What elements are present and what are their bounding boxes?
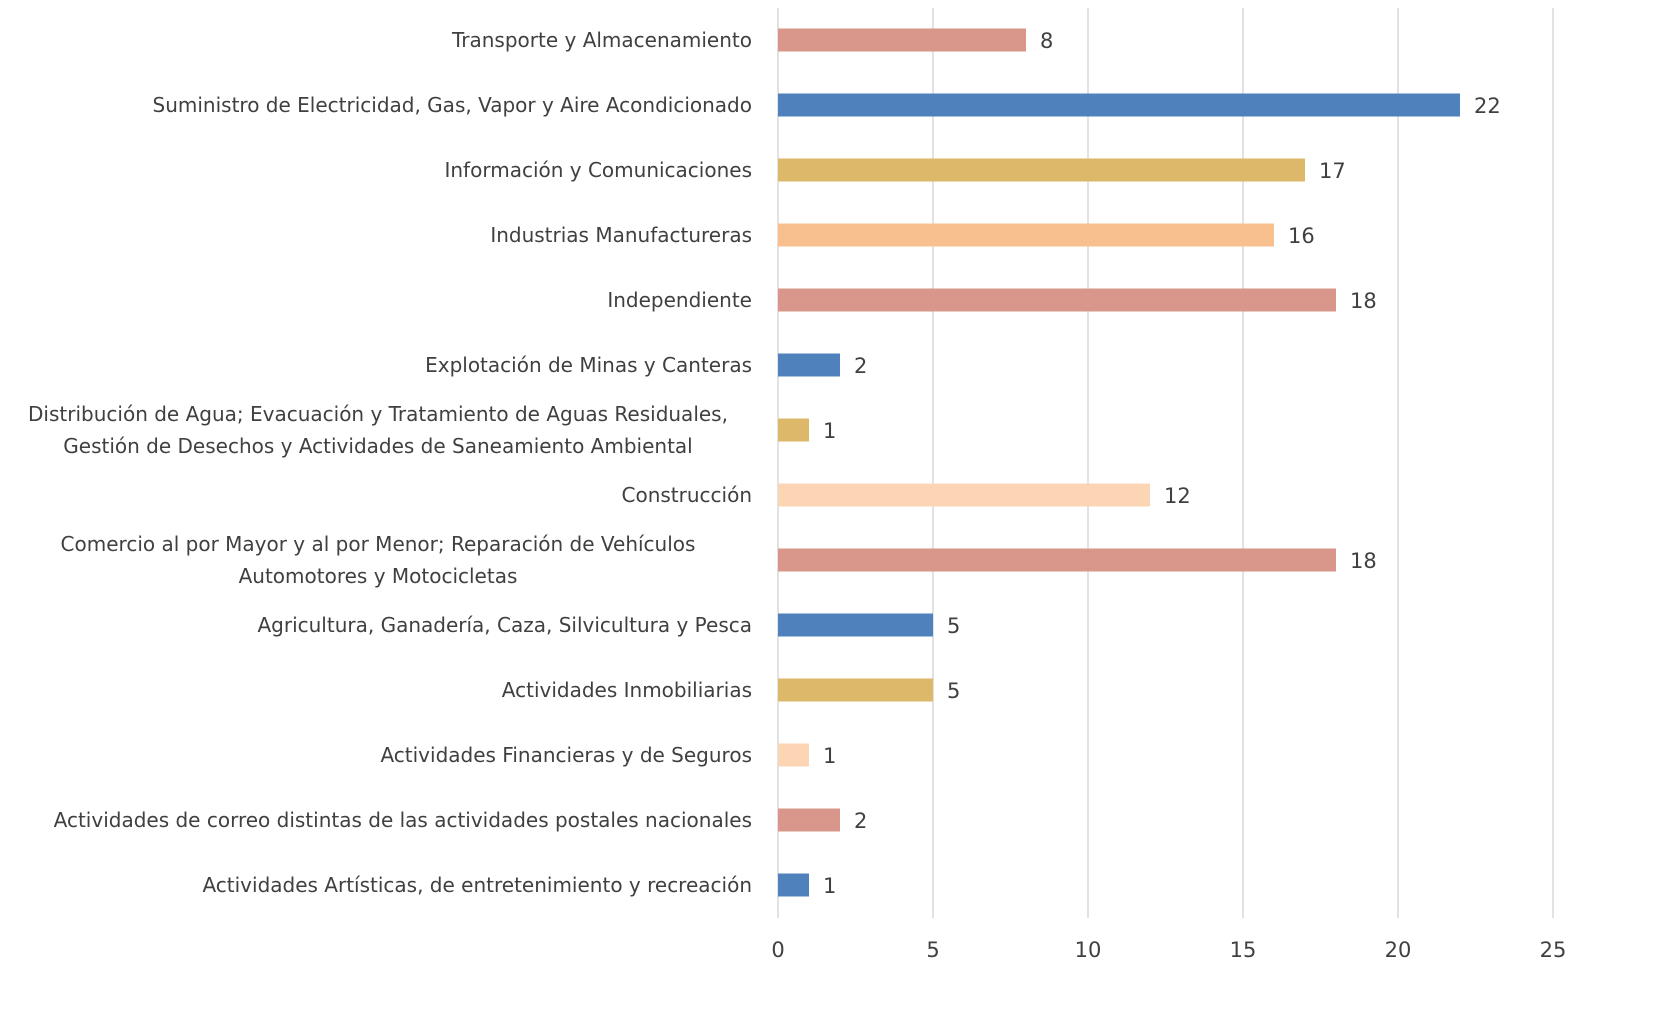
bar	[778, 613, 933, 637]
data-label: 18	[1350, 549, 1377, 573]
data-label: 17	[1319, 159, 1346, 183]
data-label: 22	[1474, 94, 1501, 118]
y-tick-label: Suministro de Electricidad, Gas, Vapor y…	[152, 93, 752, 117]
y-tick-label: Transporte y Almacenamiento	[451, 28, 752, 52]
bar	[778, 743, 809, 767]
y-tick-label: Actividades Artísticas, de entretenimien…	[202, 873, 752, 897]
y-tick-label: Comercio al por Mayor y al por Menor; Re…	[60, 532, 696, 588]
y-tick-label: Independiente	[607, 288, 752, 312]
x-tick-label: 20	[1385, 938, 1412, 962]
bar	[778, 483, 1150, 507]
y-tick-label: Agricultura, Ganadería, Caza, Silvicultu…	[257, 613, 752, 637]
bar	[778, 158, 1305, 182]
data-label: 1	[823, 419, 836, 443]
data-label: 8	[1040, 29, 1053, 53]
data-label: 16	[1288, 224, 1315, 248]
bar	[778, 873, 809, 897]
x-tick-label: 5	[926, 938, 939, 962]
y-tick-label: Explotación de Minas y Canteras	[425, 353, 752, 377]
x-tick-label: 15	[1230, 938, 1257, 962]
x-tick-label: 0	[771, 938, 784, 962]
y-tick-label: Actividades de correo distintas de las a…	[53, 808, 752, 832]
data-label: 5	[947, 679, 960, 703]
data-label: 1	[823, 874, 836, 898]
x-tick-label: 25	[1540, 938, 1567, 962]
y-tick-label: Actividades Inmobiliarias	[501, 678, 752, 702]
bar	[778, 678, 933, 702]
data-label: 5	[947, 614, 960, 638]
x-tick-label: 10	[1075, 938, 1102, 962]
bar	[778, 353, 840, 377]
bar	[778, 93, 1460, 117]
bar	[778, 418, 809, 442]
data-label: 2	[854, 354, 867, 378]
bar	[778, 223, 1274, 247]
y-tick-label: Construcción	[621, 483, 753, 507]
y-tick-label: Información y Comunicaciones	[444, 158, 752, 182]
y-tick-label: Actividades Financieras y de Seguros	[380, 743, 752, 767]
data-label: 18	[1350, 289, 1377, 313]
bar	[778, 808, 840, 832]
bar	[778, 288, 1336, 312]
y-tick-label: Industrias Manufactureras	[490, 223, 752, 247]
y-tick-label: Distribución de Agua; Evacuación y Trata…	[28, 402, 728, 458]
data-label: 12	[1164, 484, 1191, 508]
data-label: 1	[823, 744, 836, 768]
data-label: 2	[854, 809, 867, 833]
bar	[778, 28, 1026, 52]
bar	[778, 548, 1336, 572]
